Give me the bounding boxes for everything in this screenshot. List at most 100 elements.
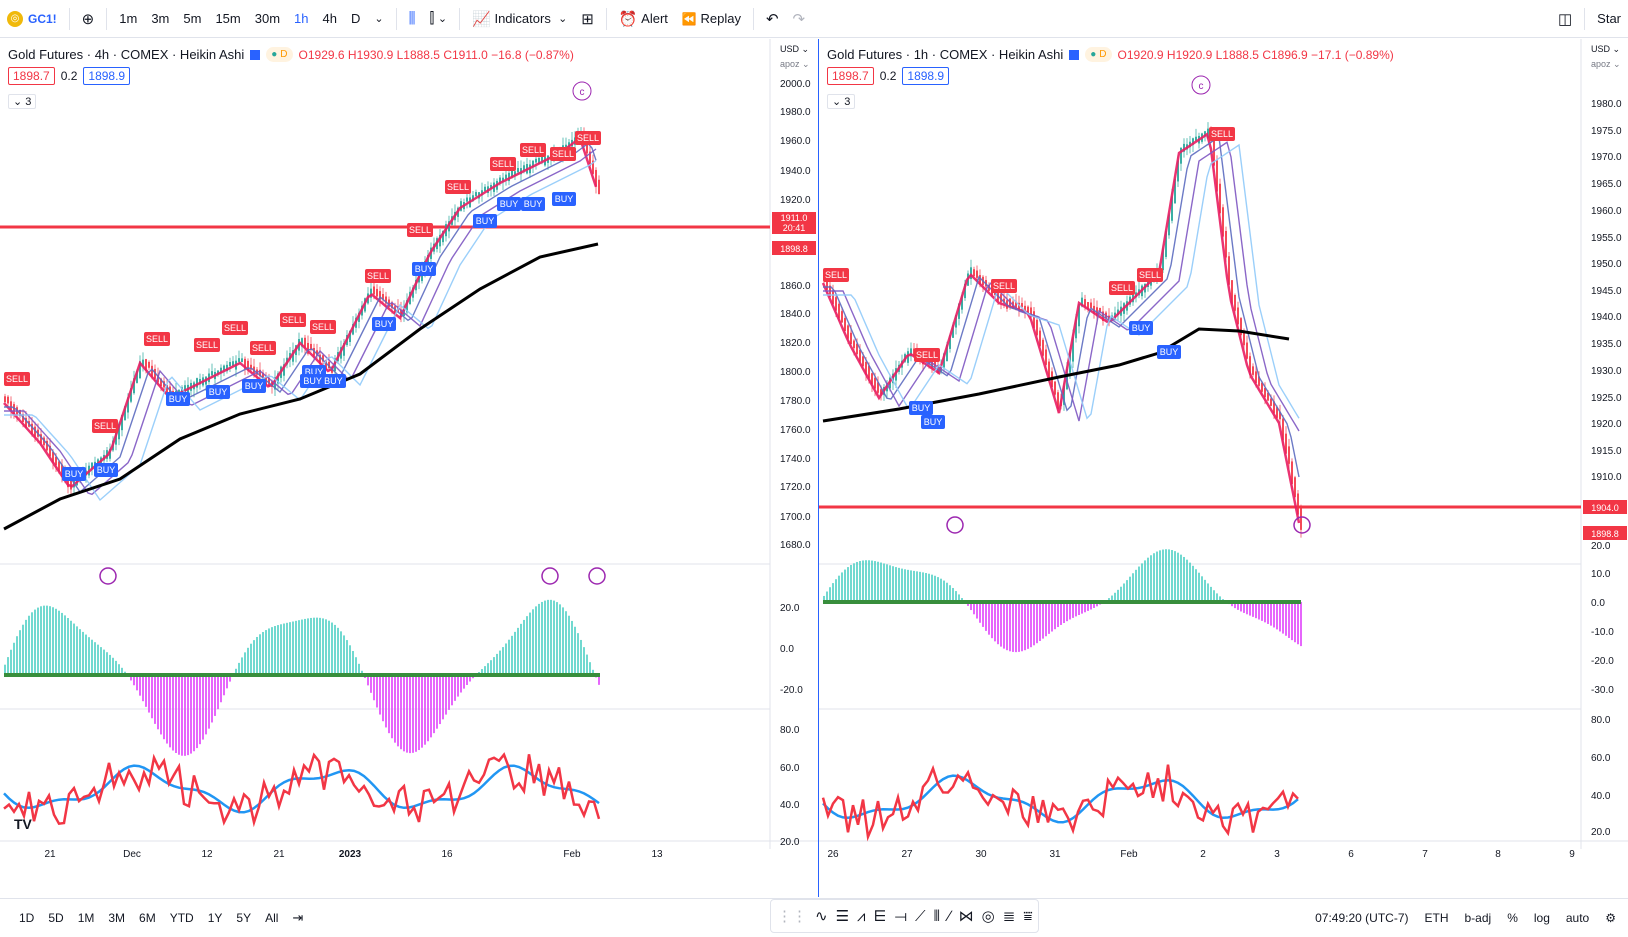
fib-channel-icon[interactable]: ⋿ [873, 908, 887, 925]
price-tick-label: 1680.0 [780, 540, 811, 551]
macd-histogram-bar [388, 675, 390, 734]
fib-retracement-icon[interactable]: ≣ [1002, 908, 1016, 925]
interval-15m[interactable]: 15m [215, 11, 241, 26]
fib-time-icon[interactable]: ⦀ [933, 907, 941, 925]
time-tick-label: 21 [44, 849, 56, 860]
settings-gear-icon[interactable]: ⚙ [1605, 911, 1616, 925]
macd-histogram-bar [403, 675, 405, 752]
macd-histogram-bar [418, 675, 420, 751]
plus-circle-icon: ⊕ [81, 10, 95, 28]
range-all[interactable]: All [265, 911, 279, 925]
rsi-tick-label: 60.0 [1591, 753, 1611, 764]
pattern-icon[interactable]: ⩘ [857, 907, 866, 925]
sell-signal-badge [365, 269, 391, 283]
interval-1h[interactable]: 1h [294, 11, 309, 26]
symbol-search-button[interactable]: ◎ GC1! [0, 0, 64, 38]
rsi-line [821, 764, 1299, 842]
bar-style-button[interactable]: ⫼ [402, 0, 423, 38]
session-selector[interactable]: ETH [1424, 911, 1449, 925]
range-1m[interactable]: 1M [77, 911, 95, 925]
macd-histogram-bar [61, 612, 63, 675]
macd-histogram-bar [1273, 602, 1275, 628]
layout-button[interactable]: ◫ [1551, 0, 1579, 38]
price-tick-label: 1700.0 [780, 512, 811, 523]
templates-button[interactable]: ⊞ [574, 0, 601, 38]
interval-3m[interactable]: 3m [151, 11, 170, 26]
left-indicators-toggle[interactable]: ⌄ 3 [8, 94, 37, 109]
right-chart-pane[interactable]: USD ⌄ apoz ⌄ 1980.0 1975.0 1970.0 1965.0 1960.… [818, 39, 1628, 897]
left-chart-pane[interactable]: USD ⌄ apoz ⌄ 2000.0 1980.0 1960.0 1940.0 1920.… [0, 39, 818, 897]
range-5y[interactable]: 5Y [236, 911, 252, 925]
right-chart-title[interactable]: Gold Futures · 1h · COMEX · Heikin Ashi [827, 47, 1064, 62]
option-auto[interactable]: auto [1565, 911, 1590, 925]
countdown-label: 20:41 [783, 223, 806, 233]
compare-button[interactable]: ⊕ [75, 0, 102, 38]
right-bid-price[interactable]: 1898.7 [827, 67, 874, 85]
interval-1m[interactable]: 1m [119, 11, 138, 26]
range-1d[interactable]: 1D [19, 911, 35, 925]
macd-histogram-bar [238, 662, 240, 675]
macd-histogram-bar [130, 675, 132, 681]
macd-histogram-bar [409, 675, 411, 754]
right-indicators-toggle[interactable]: ⌄ 3 [827, 94, 856, 109]
option-percent[interactable]: % [1507, 911, 1518, 925]
interval-d[interactable]: D [350, 11, 361, 26]
left-chart-title[interactable]: Gold Futures · 4h · COMEX · Heikin Ashi [8, 47, 245, 62]
sell-signal-label: SELL [224, 323, 246, 333]
rsi-tick-label: 80.0 [1591, 715, 1611, 726]
horizontal-ray-icon[interactable]: ⟞ [894, 907, 908, 925]
macd-histogram-bar [223, 675, 225, 696]
grid-icon: ⊞ [581, 10, 594, 28]
macd-histogram-bar [958, 594, 960, 602]
range-6m[interactable]: 6M [139, 911, 156, 925]
tradingview-logo: TV [14, 816, 33, 832]
interval-dropdown[interactable]: ⌄ [367, 0, 390, 38]
buy-signal-label: BUY [555, 194, 574, 204]
left-chart-canvas[interactable]: USD ⌄ apoz ⌄ 2000.0 1980.0 1960.0 1940.0 1920.… [0, 39, 818, 897]
clock-time[interactable]: 07:49:20 (UTC-7) [1315, 911, 1409, 925]
time-tick-label: Dec [123, 849, 141, 860]
drag-handle-icon[interactable]: ⋮⋮ [777, 908, 807, 925]
gann-fan-icon[interactable]: ⩸ [1023, 907, 1033, 925]
alert-button[interactable]: ⏰ Alert [612, 0, 675, 38]
chart-type-button[interactable]: ⫿ ⌄ [422, 0, 454, 38]
macd-histogram-bar [118, 664, 120, 675]
macd-histogram-bar [1087, 602, 1089, 611]
interval-5m[interactable]: 5m [183, 11, 202, 26]
option-log[interactable]: log [1533, 911, 1550, 925]
macd-histogram-bar [196, 675, 198, 749]
option-badj[interactable]: b-adj [1464, 911, 1492, 925]
star-button[interactable]: Star [1597, 11, 1621, 26]
undo-button[interactable]: ↶ [759, 0, 786, 38]
price-tick-label: 1980.0 [780, 107, 811, 118]
price-tick-label: 1920.0 [1591, 419, 1622, 430]
macd-histogram-bar [1072, 602, 1074, 618]
ray-icon[interactable]: ∕ [948, 907, 951, 925]
range-ytd[interactable]: YTD [169, 911, 194, 925]
macd-histogram-bar [1150, 555, 1152, 602]
right-ask-price[interactable]: 1898.9 [902, 67, 950, 85]
horizontal-lines-icon[interactable]: ☰ [835, 908, 850, 925]
indicators-button[interactable]: 📈 Indicators ⌄ [465, 0, 574, 38]
trend-line-icon[interactable]: ⟋ [915, 907, 926, 925]
redo-button[interactable]: ↷ [786, 0, 813, 38]
interval-4h[interactable]: 4h [322, 11, 337, 26]
macd-histogram-bar [367, 675, 369, 686]
replay-button[interactable]: ⏪ Replay [675, 0, 748, 38]
price-tick-label: 1960.0 [1591, 206, 1622, 217]
macd-histogram-bar [1162, 549, 1164, 602]
macd-histogram-bar [997, 602, 999, 645]
range-1y[interactable]: 1Y [207, 911, 223, 925]
xabcd-pattern-icon[interactable]: ⋈ [958, 908, 974, 925]
sell-signal-badge [445, 180, 471, 194]
interval-30m[interactable]: 30m [254, 11, 281, 26]
left-bid-price[interactable]: 1898.7 [8, 67, 55, 85]
elliott-wave-icon[interactable]: ∿ [815, 908, 828, 925]
goto-date-button[interactable]: ⇥ [285, 910, 310, 926]
range-3m[interactable]: 3M [108, 911, 126, 925]
range-5d[interactable]: 5D [48, 911, 64, 925]
macd-histogram-bar [226, 675, 228, 689]
right-chart-canvas[interactable]: USD ⌄ apoz ⌄ 1980.0 1975.0 1970.0 1965.0 1960.… [819, 39, 1628, 897]
fib-spiral-icon[interactable]: ◎ [981, 908, 995, 925]
left-ask-price[interactable]: 1898.9 [83, 67, 131, 85]
